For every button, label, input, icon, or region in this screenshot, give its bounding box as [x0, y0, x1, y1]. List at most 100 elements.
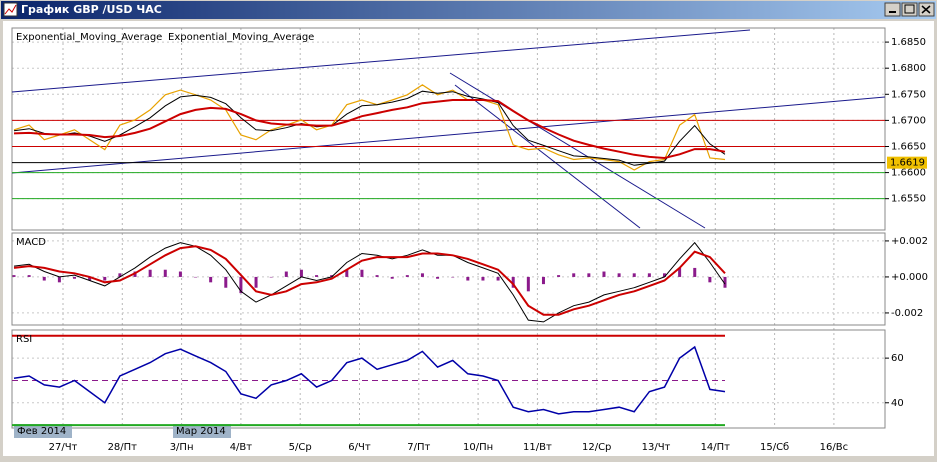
macd-histogram-bar	[57, 276, 61, 283]
rsi-line	[13, 345, 726, 415]
macd-histogram-bar	[436, 276, 440, 279]
macd-histogram-bar	[178, 271, 182, 277]
macd-histogram-bar	[299, 269, 303, 277]
macd-line	[13, 245, 726, 316]
month-label: Мар 2014	[176, 426, 226, 437]
macd-histogram-bar	[73, 276, 77, 279]
price-line	[13, 90, 726, 166]
x-tick-label: 10/Пн	[463, 442, 493, 453]
macd-histogram-bar	[239, 276, 243, 294]
macd-histogram-bar	[557, 275, 561, 277]
macd-histogram-bar	[496, 276, 500, 281]
x-tick-label: 11/Вт	[523, 442, 552, 453]
y-tick-label: 1.6700	[891, 115, 926, 126]
macd-histogram-bar	[390, 276, 394, 279]
macd-histogram-bar	[587, 273, 591, 277]
price-line	[13, 99, 726, 160]
window-icon-line	[4, 4, 17, 15]
rsi-pane	[11, 329, 886, 429]
macd-histogram-bar	[345, 269, 349, 277]
window-icon	[3, 2, 18, 17]
y-tick-label: 1.6650	[891, 141, 926, 152]
macd-histogram-bar	[224, 276, 228, 288]
y-tick-label: 60	[891, 353, 904, 364]
y-tick-label: 1.6600	[891, 168, 926, 179]
price-pane	[11, 27, 886, 231]
y-tick-label: 1.6800	[891, 63, 926, 74]
x-tick-label: 15/Сб	[760, 442, 789, 453]
x-tick-label: 5/Ср	[289, 442, 312, 453]
macd-histogram-bar	[315, 275, 319, 277]
macd-histogram-bar	[662, 273, 666, 277]
x-tick-label: 28/Пт	[108, 442, 138, 453]
trend-line	[454, 84, 641, 229]
trend-line	[11, 29, 751, 93]
y-tick-label: +0.000	[891, 272, 928, 283]
macd-histogram-bar	[481, 276, 485, 281]
macd-histogram-bar	[360, 269, 364, 277]
chart-area	[3, 21, 934, 456]
close-icon	[921, 5, 931, 14]
macd-histogram-bar	[602, 271, 606, 277]
trend-line	[449, 72, 706, 229]
month-label-box	[14, 424, 72, 438]
macd-histogram-bar	[617, 273, 621, 277]
maximize-icon	[904, 4, 915, 14]
y-tick-label: -0.002	[891, 308, 923, 319]
macd-histogram-bar	[88, 276, 92, 281]
macd-histogram-bar	[254, 276, 258, 288]
macd-histogram-bar	[708, 276, 712, 283]
macd-histogram-bar	[42, 276, 46, 281]
trend-line	[11, 96, 886, 174]
macd-histogram-bar	[420, 273, 424, 277]
macd-histogram-bar	[148, 269, 152, 277]
y-tick-label: +0.002	[891, 236, 928, 247]
minimize-button[interactable]	[884, 2, 901, 17]
legend-entry: Exponential_Moving_Average	[168, 32, 314, 43]
y-tick-label: 1.6750	[891, 89, 926, 100]
y-tick-label: 40	[891, 398, 904, 409]
macd-histogram-bar	[12, 275, 16, 277]
macd-histogram-bar	[466, 276, 470, 281]
y-tick-label: 1.6550	[891, 194, 926, 205]
macd-histogram-bar	[118, 273, 122, 277]
x-tick-label: 14/Пт	[701, 442, 731, 453]
macd-histogram-bar	[330, 275, 334, 277]
current-price-label: 1.6619	[890, 158, 925, 169]
x-tick-label: 3/Пн	[170, 442, 194, 453]
macd-histogram-bar	[541, 276, 545, 285]
macd-histogram-bar	[284, 271, 288, 277]
window-buttons	[884, 2, 935, 17]
macd-histogram-bar	[632, 273, 636, 277]
macd-histogram-bar	[511, 276, 515, 288]
macd-pane	[11, 232, 886, 326]
macd-histogram-bar	[647, 273, 651, 277]
macd-line	[13, 241, 726, 323]
macd-histogram-bar	[723, 276, 727, 288]
x-tick-label: 6/Чт	[348, 442, 371, 453]
current-price-box	[887, 156, 927, 169]
macd-histogram-bar	[194, 276, 198, 278]
macd-histogram-bar	[693, 267, 697, 277]
macd-histogram-bar	[572, 273, 576, 277]
macd-histogram-bar	[269, 276, 273, 278]
pane-label: MACD	[16, 237, 46, 248]
legend-entry: Exponential_Moving_Average	[16, 32, 162, 43]
macd-histogram-bar	[375, 275, 379, 277]
month-label-box	[173, 424, 231, 438]
month-label: Фев 2014	[17, 426, 66, 437]
macd-histogram-bar	[451, 276, 455, 278]
y-tick-label: 1.6850	[891, 37, 926, 48]
x-tick-label: 13/Чт	[642, 442, 671, 453]
macd-histogram-bar	[526, 276, 530, 292]
title-bar	[1, 1, 936, 19]
macd-histogram-bar	[103, 276, 107, 281]
x-tick-label: 27/Чт	[49, 442, 78, 453]
x-tick-label: 4/Вт	[230, 442, 253, 453]
macd-histogram-bar	[209, 276, 213, 283]
x-tick-label: 7/Пт	[407, 442, 430, 453]
price-line	[13, 84, 726, 171]
macd-histogram-bar	[405, 275, 409, 277]
macd-histogram-bar	[678, 267, 682, 277]
